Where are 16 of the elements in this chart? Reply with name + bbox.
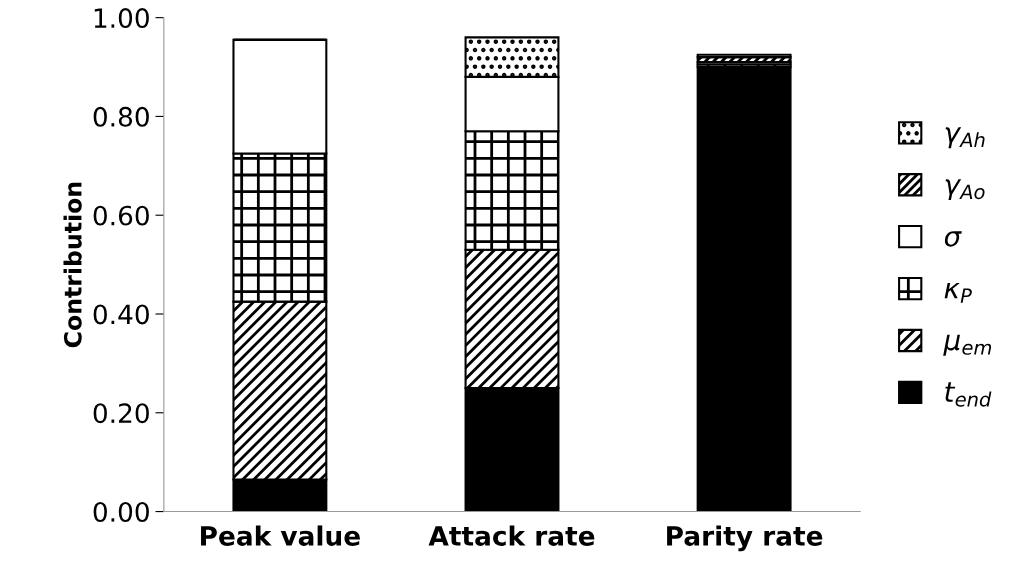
y-tick-label: 0.80 xyxy=(93,106,149,127)
legend-label: γ$_{Ao}$ xyxy=(945,179,985,201)
y-tick-label: 1.00 xyxy=(94,8,149,29)
y-tick-label: 0.00 xyxy=(93,502,149,522)
y-tick-label: 0.40 xyxy=(93,304,149,325)
x-tick-label: Parity rate xyxy=(667,525,823,552)
legend-label: σ xyxy=(944,231,962,247)
y-tick-label: 0.60 xyxy=(93,205,149,226)
legend-label: t$_{end}$ xyxy=(945,382,992,407)
x-tick-label: Peak value xyxy=(201,525,360,546)
legend-label: κ$_{P}$ xyxy=(944,282,972,303)
y-axis-title: Contribution xyxy=(63,182,82,348)
y-tick-label: 0.20 xyxy=(93,403,149,424)
legend-label: γ$_{Ah}$ xyxy=(945,127,985,149)
legend-label: μ$_{em}$ xyxy=(943,334,992,356)
x-tick-label: Attack rate xyxy=(428,525,595,546)
